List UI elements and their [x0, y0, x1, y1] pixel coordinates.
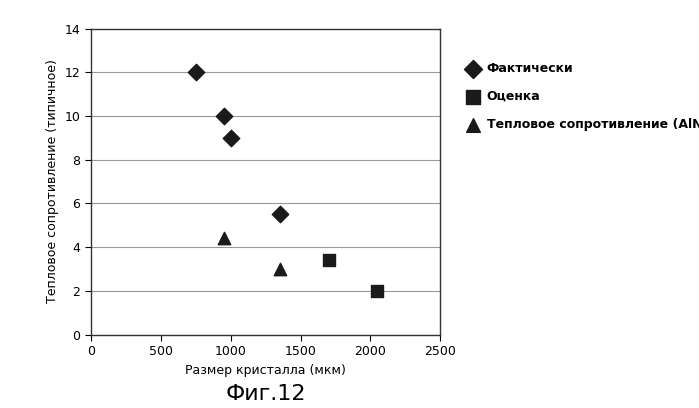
Фактически	[218, 113, 229, 119]
Фактически	[190, 69, 201, 75]
Фактически	[225, 135, 236, 141]
Text: Фиг.12: Фиг.12	[225, 384, 306, 404]
Legend: Фактически, Оценка, Тепловое сопротивление (AlN): Фактически, Оценка, Тепловое сопротивлен…	[464, 59, 699, 133]
Тепловое сопротивление (AlN)	[218, 235, 229, 242]
Тепловое сопротивление (AlN)	[274, 266, 285, 272]
Оценка	[372, 288, 383, 294]
Y-axis label: Тепловое сопротивление (типичное): Тепловое сопротивление (типичное)	[46, 60, 59, 304]
X-axis label: Размер кристалла (мкм): Размер кристалла (мкм)	[185, 364, 346, 377]
Оценка	[323, 257, 334, 264]
Фактически	[274, 211, 285, 217]
